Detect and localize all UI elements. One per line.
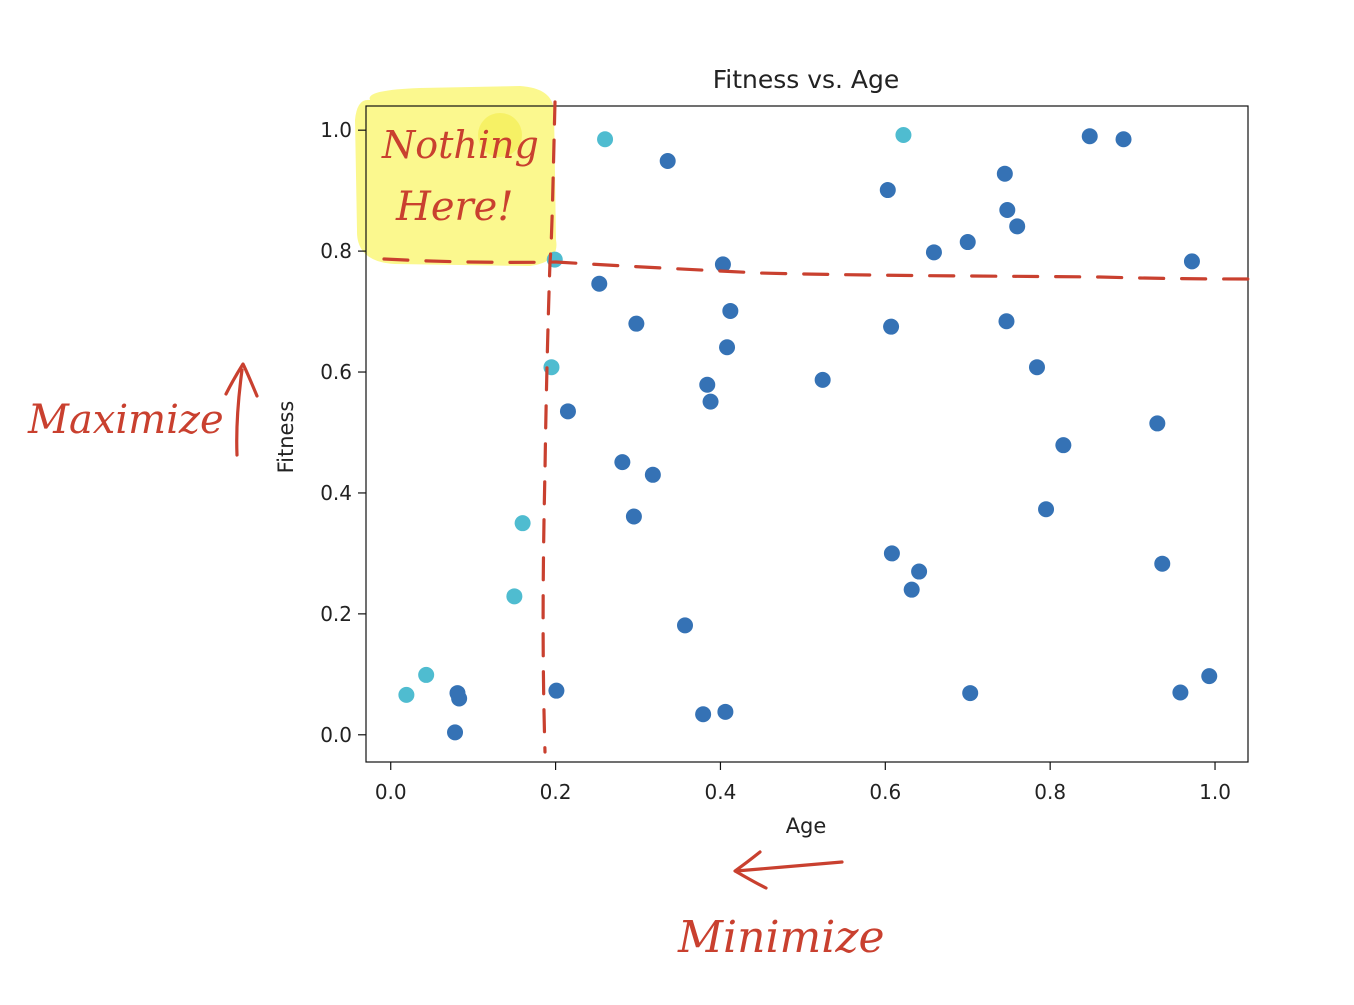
y-tick-label: 0.2 <box>320 602 352 626</box>
x-tick-label: 0.0 <box>375 780 407 804</box>
data-point <box>719 339 736 356</box>
data-point <box>962 685 979 702</box>
nothing-label: Nothing <box>381 123 539 167</box>
data-point <box>1201 668 1218 685</box>
data-point <box>1115 131 1132 148</box>
highlighted-data-point <box>895 127 912 144</box>
maximize-label: Maximize <box>27 397 224 443</box>
y-axis-label: Fitness <box>274 401 298 474</box>
data-point <box>814 371 831 388</box>
data-point <box>714 256 731 273</box>
here-label: Here! <box>395 184 513 230</box>
highlight-region <box>355 86 557 266</box>
x-tick-label: 0.4 <box>705 780 737 804</box>
highlighted-data-point <box>514 515 531 532</box>
data-point <box>614 454 631 471</box>
data-point <box>883 318 900 335</box>
data-point <box>1172 684 1189 701</box>
data-point <box>548 682 565 699</box>
data-point <box>695 706 712 723</box>
highlighted-data-point <box>506 588 523 605</box>
highlighted-data-point <box>418 666 435 683</box>
data-point <box>702 393 719 410</box>
data-point <box>1149 415 1166 432</box>
data-point <box>625 508 642 525</box>
data-point <box>883 545 900 562</box>
vertical-dashed-line <box>541 100 557 754</box>
highlight-spot <box>478 113 522 157</box>
data-point <box>1081 128 1098 145</box>
data-point <box>1183 253 1200 270</box>
data-point <box>959 234 976 251</box>
data-point <box>1154 555 1171 572</box>
highlighted-data-point <box>398 686 415 703</box>
data-point <box>451 690 468 707</box>
data-point <box>879 182 896 199</box>
y-tick-label: 0.6 <box>320 360 352 384</box>
data-point <box>677 617 694 634</box>
horizontal-dashed-line <box>382 257 1258 281</box>
chart-title: Fitness vs. Age <box>713 65 900 94</box>
y-tick-label: 0.4 <box>320 481 352 505</box>
data-point <box>447 724 464 741</box>
plot-frame <box>365 105 1249 763</box>
data-point <box>996 165 1013 182</box>
x-tick-label: 0.8 <box>1034 780 1066 804</box>
minimize-label: Minimize <box>677 912 885 963</box>
data-point <box>722 302 739 319</box>
data-point <box>717 703 734 720</box>
data-point <box>659 153 676 170</box>
data-point <box>1028 359 1045 376</box>
up-arrow-icon <box>224 362 259 457</box>
scatter-points <box>398 127 1218 741</box>
y-tick-label: 0.0 <box>320 723 352 747</box>
highlighted-data-point <box>597 131 614 148</box>
data-point <box>628 315 645 332</box>
data-point <box>644 466 661 483</box>
data-point <box>1038 501 1055 518</box>
data-point <box>999 201 1016 218</box>
data-point <box>1055 437 1072 454</box>
data-point <box>559 403 576 420</box>
y-tick-label: 1.0 <box>320 118 352 142</box>
data-point <box>699 376 716 393</box>
data-point <box>591 275 608 292</box>
x-tick-label: 0.6 <box>869 780 901 804</box>
data-point <box>925 244 942 261</box>
data-point <box>1009 218 1026 235</box>
data-point <box>903 581 920 598</box>
left-arrow-icon <box>733 850 844 890</box>
x-tick-label: 0.2 <box>540 780 572 804</box>
x-axis-label: Age <box>786 814 827 838</box>
data-point <box>911 563 928 580</box>
axis-ticks: 0.0 0.2 0.4 0.6 0.8 1.0 0.0 0.2 0.4 0.6 0.8 1.0 <box>320 118 1231 804</box>
data-point <box>998 313 1015 330</box>
x-tick-label: 1.0 <box>1199 780 1231 804</box>
y-tick-label: 0.8 <box>320 239 352 263</box>
